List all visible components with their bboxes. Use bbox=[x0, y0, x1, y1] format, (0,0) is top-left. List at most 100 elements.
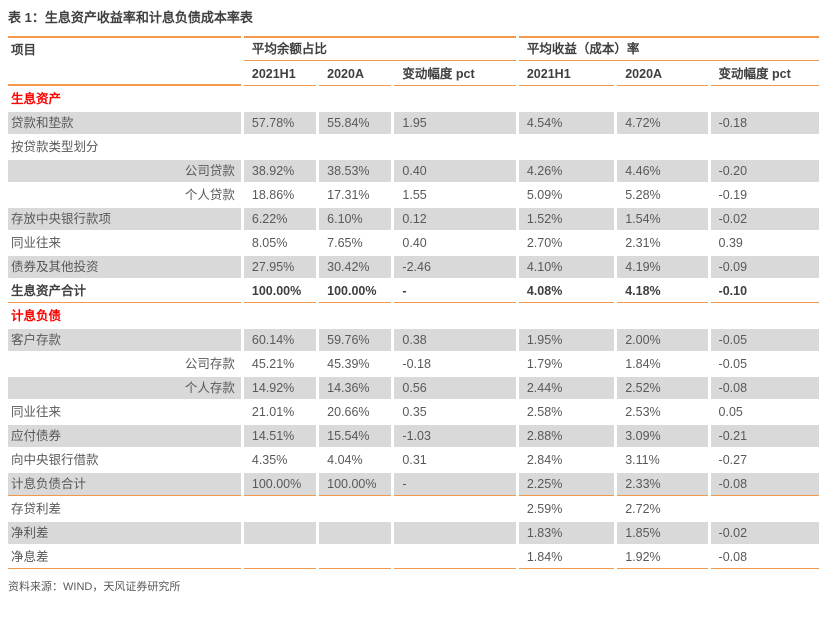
cell-value bbox=[319, 498, 391, 520]
cell-value: 14.92% bbox=[243, 377, 317, 399]
cell-value bbox=[394, 522, 516, 544]
row-label: 同业往来 bbox=[11, 236, 62, 250]
cell-value: 27.95% bbox=[243, 256, 317, 278]
cell-value: 2.31% bbox=[625, 236, 661, 250]
table-title: 表 1：生息资产收益率和计息负债成本率表 bbox=[8, 10, 253, 25]
sub-header-row: 2021H1 2020A 变动幅度 pct 2021H1 2020A 变动幅度 … bbox=[8, 63, 819, 86]
section-row: 计息负债 bbox=[8, 305, 819, 327]
row-label: 客户存款 bbox=[8, 329, 241, 351]
cell-value: 2.00% bbox=[617, 329, 708, 351]
row-label: 净利差 bbox=[8, 522, 241, 544]
cell-value: 17.31% bbox=[327, 188, 370, 202]
table-row: 存贷利差 2.59% 2.72% bbox=[8, 498, 819, 520]
section-label: 生息资产 bbox=[11, 92, 62, 106]
row-label: 债券及其他投资 bbox=[8, 256, 241, 278]
row-label: 应付债券 bbox=[8, 425, 241, 447]
cell-value: -0.08 bbox=[710, 377, 819, 399]
cell-value: 1.85% bbox=[617, 522, 708, 544]
cell-value: -0.05 bbox=[710, 329, 819, 351]
table-row: 向中央银行借款 4.35% 4.04% 0.31 2.84% 3.11% -0.27 bbox=[8, 449, 819, 471]
cell-value bbox=[711, 88, 819, 110]
cell-value: 57.78% bbox=[243, 112, 317, 134]
cell-value: 2.70% bbox=[526, 236, 563, 250]
cell-value: 4.46% bbox=[617, 160, 708, 182]
cell-value: 4.54% bbox=[518, 112, 615, 134]
cell-value bbox=[319, 88, 391, 110]
cell-value bbox=[243, 546, 317, 569]
cell-value: -0.09 bbox=[710, 256, 819, 278]
table-row: 计息负债合计 100.00% 100.00% -2.25% 2.33% -0.08 bbox=[8, 473, 819, 496]
cell-value: 0.35 bbox=[402, 405, 427, 419]
row-label: 公司存款 bbox=[184, 357, 235, 371]
cell-value: 1.84% bbox=[625, 357, 661, 371]
cell-value: 15.54% bbox=[319, 425, 392, 447]
cell-value: 8.05% bbox=[251, 236, 288, 250]
table-header: 项目 平均余额占比 平均收益（成本）率 2021H1 2020A 变动幅度 pc… bbox=[8, 36, 819, 86]
cell-value: 0.39 bbox=[718, 236, 743, 250]
cell-value: -0.10 bbox=[710, 280, 819, 303]
column-header-change-yield: 变动幅度 pct bbox=[710, 63, 819, 86]
row-label: 个人贷款 bbox=[184, 188, 235, 202]
group-header-row: 项目 平均余额占比 平均收益（成本）率 bbox=[8, 36, 819, 86]
cell-value: 1.52% bbox=[518, 208, 615, 230]
section-label: 计息负债 bbox=[11, 309, 62, 323]
cell-value: 4.19% bbox=[617, 256, 708, 278]
cell-value: -0.08 bbox=[710, 473, 819, 496]
cell-value: 100.00% bbox=[243, 473, 317, 496]
table-body: 生息资产贷款和垫款 57.78% 55.84% 1.95 4.54% 4.72% -0.18… bbox=[8, 88, 819, 569]
cell-value bbox=[394, 546, 516, 569]
cell-value: 100.00% bbox=[243, 280, 317, 303]
column-header-2020a-yield: 2020A bbox=[617, 63, 708, 86]
cell-value bbox=[394, 498, 515, 520]
cell-value: 21.01% bbox=[251, 405, 295, 419]
cell-value: -0.02 bbox=[710, 522, 819, 544]
cell-value: -0.08 bbox=[710, 546, 819, 569]
cell-value: 100.00% bbox=[319, 280, 392, 303]
column-group-avg-yield: 平均收益（成本）率 bbox=[518, 36, 819, 61]
cell-value: -0.19 bbox=[718, 188, 748, 202]
cell-value bbox=[319, 136, 391, 158]
cell-value: 3.09% bbox=[617, 425, 708, 447]
cell-value: 0.38 bbox=[394, 329, 516, 351]
cell-value: 1.95% bbox=[518, 329, 615, 351]
cell-value: -2.46 bbox=[394, 256, 516, 278]
source-note: 资料来源：WIND，天风证券研究所 bbox=[8, 581, 181, 593]
cell-value: 4.10% bbox=[518, 256, 615, 278]
cell-value bbox=[617, 136, 707, 158]
table-row: 贷款和垫款 57.78% 55.84% 1.95 4.54% 4.72% -0.18 bbox=[8, 112, 819, 134]
column-header-2021h1-yield: 2021H1 bbox=[518, 63, 615, 86]
cell-value bbox=[244, 498, 316, 520]
row-label: 向中央银行借款 bbox=[11, 453, 99, 467]
cell-value: -0.21 bbox=[710, 425, 819, 447]
table-row: 存放中央银行款项 6.22% 6.10% 0.12 1.52% 1.54% -0.02 bbox=[8, 208, 819, 230]
cell-value bbox=[519, 88, 614, 110]
table-row: 债券及其他投资 27.95% 30.42% -2.46 4.10% 4.19% -0.09 bbox=[8, 256, 819, 278]
cell-value: 20.66% bbox=[327, 405, 370, 419]
cell-value: 4.35% bbox=[251, 453, 288, 467]
cell-value: -0.02 bbox=[710, 208, 819, 230]
row-label: 同业往来 bbox=[11, 405, 62, 419]
row-label: 个人存款 bbox=[8, 377, 241, 399]
cell-value: 0.40 bbox=[394, 160, 516, 182]
cell-value: 38.92% bbox=[243, 160, 317, 182]
table-row: 同业往来 21.01% 20.66% 0.35 2.58% 2.53% 0.05 bbox=[8, 401, 819, 423]
cell-value: 0.56 bbox=[394, 377, 516, 399]
cell-value: 14.36% bbox=[319, 377, 392, 399]
cell-value: 59.76% bbox=[319, 329, 392, 351]
cell-value: -1.03 bbox=[394, 425, 516, 447]
cell-value: 1.54% bbox=[617, 208, 708, 230]
cell-value: 0.12 bbox=[394, 208, 516, 230]
cell-value: - bbox=[394, 473, 516, 496]
cell-value: 5.28% bbox=[625, 188, 661, 202]
row-label: 计息负债合计 bbox=[8, 473, 241, 496]
cell-value: 0.40 bbox=[402, 236, 427, 250]
cell-value bbox=[711, 136, 819, 158]
cell-value: 4.08% bbox=[518, 280, 615, 303]
cell-value: 60.14% bbox=[243, 329, 317, 351]
cell-value: -0.27 bbox=[718, 453, 748, 467]
column-header-2020a-balance: 2020A bbox=[319, 63, 392, 86]
cell-value: 1.95 bbox=[394, 112, 516, 134]
table-row: 应付债券 14.51% 15.54% -1.03 2.88% 3.09% -0.21 bbox=[8, 425, 819, 447]
cell-value: 0.05 bbox=[718, 405, 743, 419]
cell-value: 100.00% bbox=[319, 473, 392, 496]
